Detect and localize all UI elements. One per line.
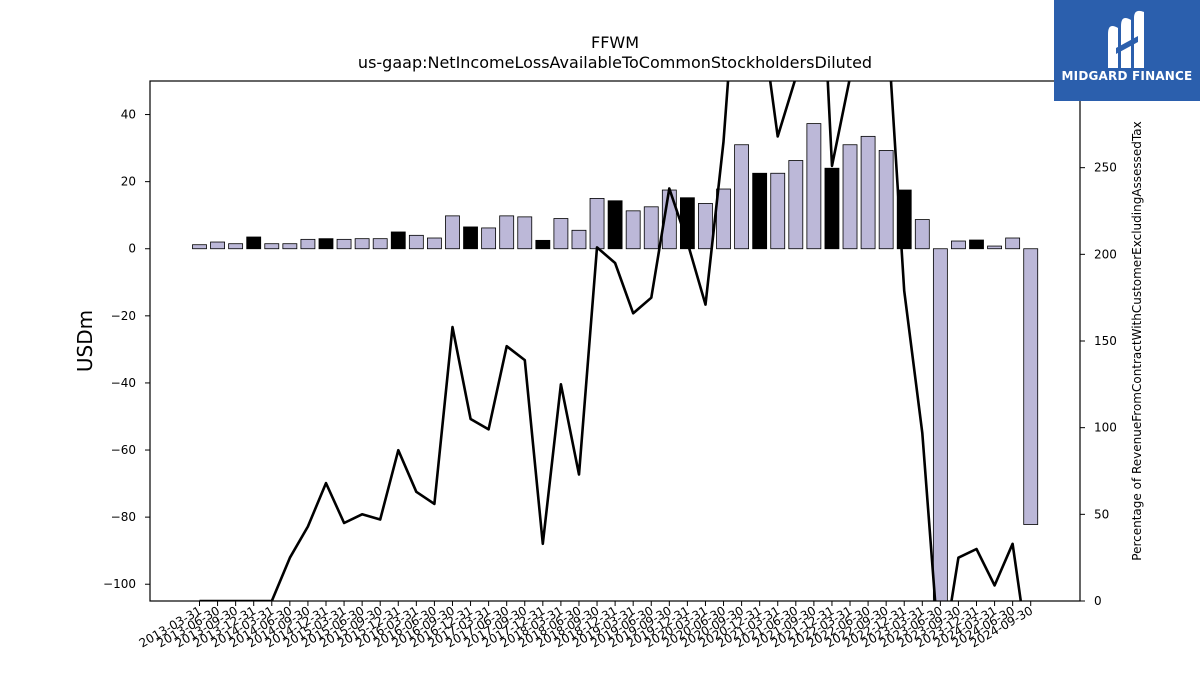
bar-2021-06-30 (788, 160, 804, 250)
bar-2023-06-30 (932, 248, 948, 601)
right-axis-ticks: 0 50 100 150 200 250 (1080, 161, 1117, 608)
bar-2019-06-30 (643, 206, 659, 250)
bar-2015-09-30 (372, 238, 388, 250)
bar-2018-06-30 (571, 229, 587, 250)
bar-2024-09-30 (1023, 248, 1039, 525)
bar-2020-09-30 (734, 144, 749, 250)
logo-text: MIDGARD FINANCE (1061, 69, 1193, 83)
left-tick-label: −60 (111, 443, 136, 457)
bar-2023-09-30 (951, 240, 966, 250)
right-tick-label: 50 (1094, 507, 1109, 521)
bar-2015-12-31 (390, 231, 406, 250)
left-tick-label: −20 (111, 309, 136, 323)
bar-2020-06-30 (716, 188, 731, 250)
bar-2023-03-31 (914, 219, 930, 250)
line-series-layer (199, 81, 1023, 601)
left-axis-ticks: −100 −80 −60 −40 −20 0 20 40 (103, 108, 150, 591)
bar-2018-03-31 (553, 218, 569, 250)
left-tick-label: 40 (121, 108, 136, 122)
right-tick-label: 100 (1094, 421, 1117, 435)
x-axis-ticks: 2013-03-312013-06-302013-09-302013-12-31… (137, 601, 1035, 650)
right-tick-label: 0 (1094, 594, 1102, 608)
bar-series (192, 123, 1039, 601)
bar-2013-06-30 (210, 241, 225, 250)
bar-2022-09-30 (878, 150, 894, 250)
bar-2014-12-31 (318, 238, 334, 250)
midgard-m-logo-icon (1108, 10, 1144, 68)
right-tick-label: 200 (1094, 247, 1117, 261)
bar-2022-06-30 (860, 135, 876, 250)
bar-2017-09-30 (517, 216, 533, 250)
bar-2022-03-31 (842, 144, 858, 250)
bar-2020-03-31 (698, 203, 713, 250)
bar-2016-12-31 (463, 226, 478, 250)
left-tick-label: −40 (111, 376, 136, 390)
midgard-finance-logo: MIDGARD FINANCE (1054, 0, 1200, 101)
bar-2019-03-31 (625, 210, 641, 250)
bar-2014-03-31 (264, 243, 280, 250)
right-tick-label: 150 (1094, 334, 1117, 348)
bar-2017-03-31 (481, 227, 497, 250)
bar-2017-06-30 (499, 215, 515, 250)
left-tick-label: 0 (128, 242, 136, 256)
bar-2013-09-30 (228, 243, 244, 250)
bar-2016-03-31 (408, 234, 424, 250)
bar-2024-06-30 (1005, 237, 1021, 250)
bar-2016-09-30 (445, 215, 460, 250)
y-axis-label-right: Percentage of RevenueFromContractWithCus… (1130, 121, 1144, 560)
bar-2021-03-31 (770, 172, 786, 250)
left-tick-label: −80 (111, 510, 136, 524)
bar-2015-03-31 (336, 238, 352, 250)
left-tick-label: 20 (121, 175, 136, 189)
bar-2017-12-31 (535, 239, 551, 250)
bar-2018-12-31 (607, 200, 623, 250)
bar-2023-12-31 (969, 239, 984, 250)
bar-2013-03-31 (192, 244, 207, 250)
y-axis-label-left: USDm (73, 310, 97, 372)
left-tick-label: −100 (103, 577, 136, 591)
chart-subtitle: us-gaap:NetIncomeLossAvailableToCommonSt… (358, 53, 872, 72)
bar-2021-12-31 (824, 167, 840, 250)
bar-2014-09-30 (300, 238, 316, 250)
bar-2020-12-31 (752, 172, 768, 250)
bar-2021-09-30 (806, 123, 822, 250)
revenue-percentage-line (199, 81, 1023, 601)
right-tick-label: 250 (1094, 161, 1117, 175)
bar-2018-09-30 (589, 198, 605, 250)
chart-title: FFWM (591, 33, 639, 52)
bar-2014-06-30 (282, 243, 298, 250)
bar-2016-06-30 (427, 237, 442, 250)
bar-2015-06-30 (354, 238, 370, 250)
bar-2013-12-31 (246, 236, 262, 250)
bar-2024-03-31 (987, 245, 1002, 250)
